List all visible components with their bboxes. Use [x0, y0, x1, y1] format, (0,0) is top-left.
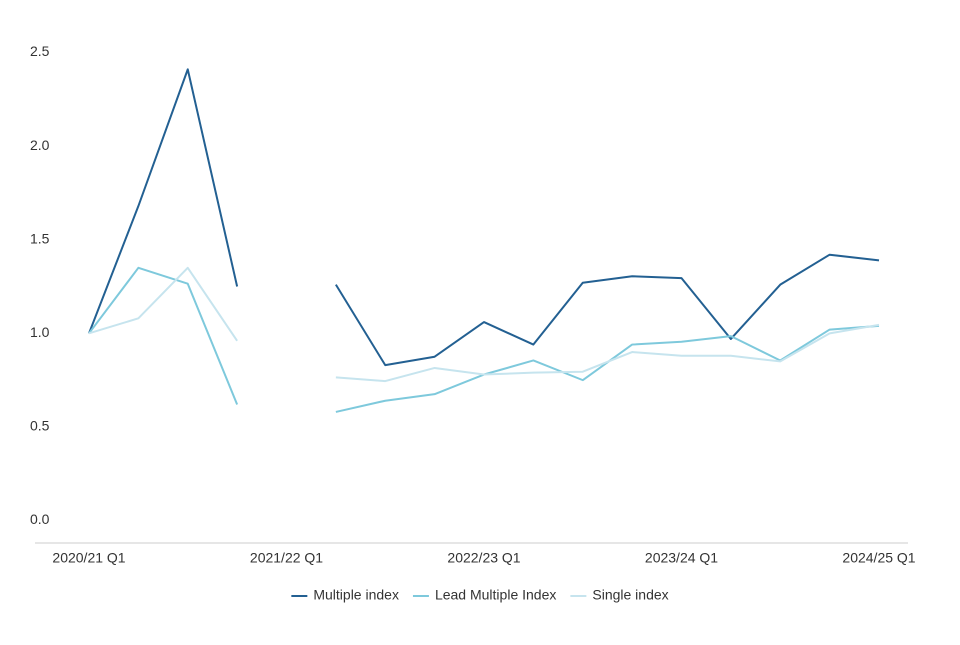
legend: Multiple index Lead Multiple Index Single …: [291, 587, 669, 603]
y-tick-label: 0.5: [30, 418, 50, 434]
x-tick-label: 2020/21 Q1: [52, 550, 125, 566]
x-tick-label: 2021/22 Q1: [250, 550, 323, 566]
x-tick-label: 2024/25 Q1: [842, 550, 915, 566]
series-line: [88, 266, 880, 413]
legend-label: Multiple index: [313, 587, 399, 603]
y-tick-label: 2.5: [30, 43, 50, 59]
legend-label: Single index: [592, 587, 668, 603]
legend-label: Lead Multiple Index: [435, 587, 556, 603]
x-tick-label: 2022/23 Q1: [447, 550, 520, 566]
series-line: [88, 68, 880, 367]
series-line: [88, 266, 880, 383]
y-tick-label: 1.5: [30, 230, 50, 246]
y-tick-label: 2.0: [30, 137, 50, 153]
y-tick-label: 0.0: [30, 511, 50, 527]
y-tick-label: 1.0: [30, 324, 50, 340]
x-tick-label: 2023/24 Q1: [645, 550, 718, 566]
